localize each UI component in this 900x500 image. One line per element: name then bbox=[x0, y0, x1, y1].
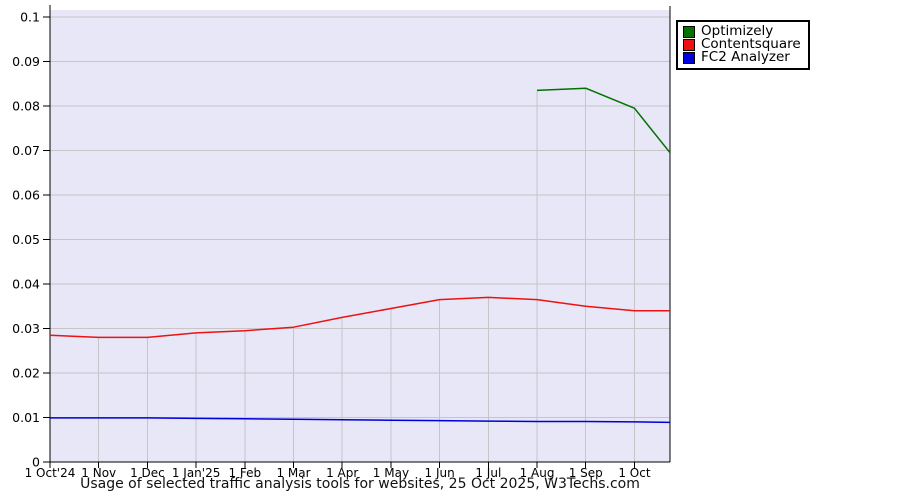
x-tick-label: 1 Feb bbox=[228, 466, 261, 480]
y-tick-label: 0 bbox=[32, 455, 40, 470]
y-tick-label: 0.07 bbox=[12, 143, 40, 158]
chart-caption: Usage of selected traffic analysis tools… bbox=[80, 476, 640, 492]
x-tick-label: 1 Nov bbox=[81, 466, 116, 480]
optimizely-swatch-icon bbox=[683, 25, 695, 38]
y-tick-label: 0.09 bbox=[12, 54, 40, 69]
x-tick-label: 1 Oct'24 bbox=[25, 466, 76, 480]
contentsquare-swatch-icon bbox=[683, 38, 695, 51]
x-tick-label: 1 May bbox=[373, 466, 409, 480]
y-tick-label: 0.1 bbox=[20, 10, 40, 25]
y-tick-label: 0.06 bbox=[12, 188, 40, 203]
plot-background bbox=[50, 10, 670, 462]
legend-label-contentsquare: Contentsquare bbox=[701, 36, 801, 52]
x-tick-label: 1 Jan'25 bbox=[172, 466, 221, 480]
x-tick-label: 1 Sep bbox=[569, 466, 603, 480]
x-tick-label: 1 Oct bbox=[618, 466, 650, 480]
x-tick-label: 1 Mar bbox=[276, 466, 310, 480]
y-tick-label: 0.01 bbox=[12, 410, 40, 425]
y-tick-label: 0.04 bbox=[12, 277, 40, 292]
legend-item-optimizely: Optimizely bbox=[683, 23, 801, 39]
fc2-analyzer-swatch-icon bbox=[683, 51, 695, 64]
y-tick-label: 0.05 bbox=[12, 232, 40, 247]
legend-label-optimizely: Optimizely bbox=[701, 23, 774, 39]
x-tick-label: 1 Jun bbox=[425, 466, 455, 480]
legend: Optimizely Contentsquare FC2 Analyzer bbox=[676, 20, 810, 70]
x-tick-label: 1 Jul bbox=[475, 466, 501, 480]
legend-item-fc2-analyzer: FC2 Analyzer bbox=[683, 49, 801, 65]
series-line-optimizely bbox=[536, 87, 671, 154]
y-tick-label: 0.08 bbox=[12, 99, 40, 114]
x-tick-label: 1 Aug bbox=[520, 466, 555, 480]
x-tick-label: 1 Dec bbox=[130, 466, 165, 480]
legend-item-contentsquare: Contentsquare bbox=[683, 36, 801, 52]
y-tick-label: 0.02 bbox=[12, 366, 40, 381]
series-line-fc2-analyzer bbox=[50, 417, 671, 424]
y-tick-label: 0.03 bbox=[12, 321, 40, 336]
legend-label-fc2-analyzer: FC2 Analyzer bbox=[701, 49, 790, 65]
series-line-contentsquare bbox=[49, 296, 670, 339]
x-tick-label: 1 Apr bbox=[326, 466, 358, 480]
